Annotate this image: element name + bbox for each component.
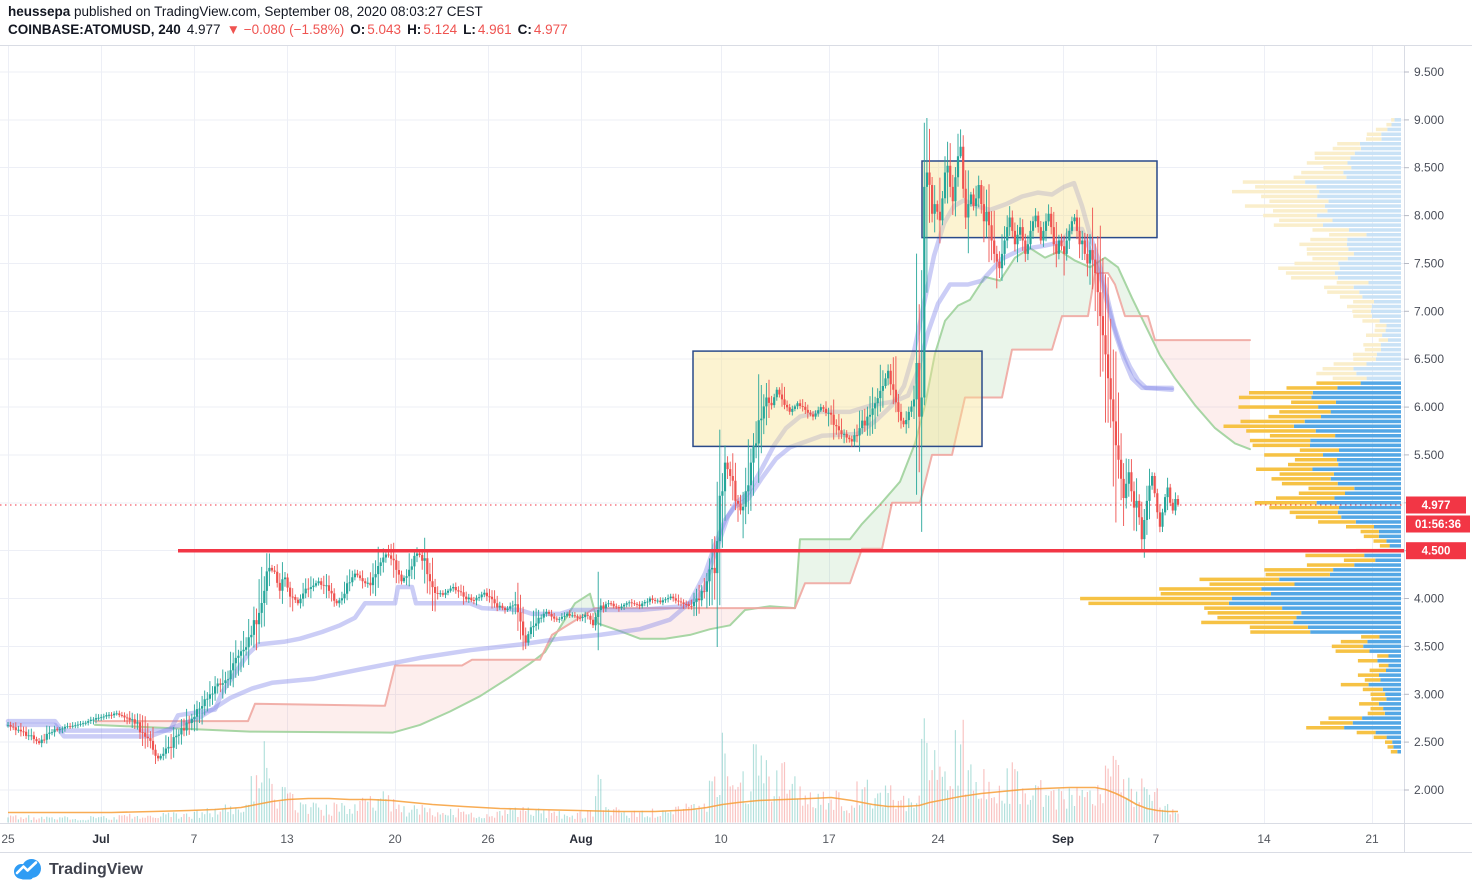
high-value: 5.124: [423, 21, 458, 37]
time-tick-label: 14: [1257, 832, 1271, 846]
time-tick-label: 24: [931, 832, 945, 846]
svg-text:01:56:36: 01:56:36: [1415, 519, 1461, 531]
time-tick-label: 26: [481, 832, 495, 846]
price-tick-label: 7.500: [1414, 257, 1444, 271]
high-label: H:: [407, 21, 422, 37]
price-tick-label: 8.000: [1414, 209, 1444, 223]
price-tick-label: 6.000: [1414, 400, 1444, 414]
last-price-label: 4.977: [1406, 496, 1466, 514]
price-tick-label: 7.000: [1414, 304, 1444, 318]
time-tick-label: 20: [388, 832, 402, 846]
time-tick-label: Aug: [569, 832, 592, 846]
consolidation-box-1[interactable]: [692, 350, 983, 448]
price-tick-label: 4.000: [1414, 592, 1444, 606]
bar-countdown-label: 01:56:36: [1406, 515, 1470, 533]
pane-borders: [0, 45, 1472, 853]
open-label: O:: [350, 21, 366, 37]
consolidation-box-2[interactable]: [921, 160, 1158, 239]
symbol-line: COINBASE:ATOMUSD, 240 4.977 ▼ −0.080 (−1.5…: [8, 21, 568, 39]
low-label: L:: [463, 21, 476, 37]
time-tick-label: 13: [280, 832, 294, 846]
time-tick-label: 7: [1153, 832, 1160, 846]
price-tick-label: 6.500: [1414, 352, 1444, 366]
time-tick-label: 10: [714, 832, 728, 846]
price-tick-label: 8.500: [1414, 161, 1444, 175]
ichimoku-baselines: [5, 180, 1175, 739]
volume-bars: [7, 718, 1179, 823]
time-tick-label: 7: [191, 832, 198, 846]
volume-profile: [1080, 118, 1401, 754]
tradingview-logo-text: TradingView: [49, 860, 143, 878]
publish-info: published on TradingView.com, September …: [70, 4, 483, 19]
price-tick-label: 3.000: [1414, 687, 1444, 701]
price-change: ▼ −0.080 (−1.58%): [226, 21, 345, 37]
publish-line: heussepa published on TradingView.com, S…: [8, 3, 568, 21]
last-price: 4.977: [186, 21, 221, 37]
publish-header: heussepa published on TradingView.com, S…: [8, 3, 568, 38]
candles-layer: [6, 118, 1180, 764]
symbol-title: COINBASE:ATOMUSD, 240: [8, 21, 181, 37]
time-tick-label: 17: [822, 832, 836, 846]
time-tick-label: Sep: [1052, 832, 1074, 846]
price-tick-label: 9.000: [1414, 113, 1444, 127]
time-tick-label: Jul: [92, 832, 109, 846]
price-tick-label: 9.500: [1414, 65, 1444, 79]
tradingview-logo-icon: [14, 859, 41, 880]
price-tick-label: 2.500: [1414, 735, 1444, 749]
ichimoku-cloud: [94, 247, 1251, 734]
price-tick-label: 2.000: [1414, 783, 1444, 797]
volume-ma-line: [8, 786, 1178, 814]
close-value: 4.977: [533, 21, 568, 37]
author-name: heussepa: [8, 4, 71, 19]
price-tick-label: 3.500: [1414, 639, 1444, 653]
low-value: 4.961: [477, 21, 512, 37]
tradingview-logo[interactable]: TradingView: [12, 858, 143, 881]
svg-text:4.977: 4.977: [1422, 500, 1451, 512]
time-tick-label: 25: [1, 832, 15, 846]
level-price-label: 4.500: [1406, 542, 1466, 560]
price-axis[interactable]: 9.500 9.000 8.500 8.000 7.500 7.000 6.500 6.000…: [1404, 65, 1444, 797]
time-axis[interactable]: 25 Jul 7 13 20 26 Aug 10 17 24 Sep 7 14 21: [1, 832, 1379, 846]
close-label: C:: [517, 21, 532, 37]
price-tick-label: 5.500: [1414, 448, 1444, 462]
open-value: 5.043: [367, 21, 402, 37]
svg-text:4.500: 4.500: [1422, 546, 1451, 558]
time-tick-label: 21: [1365, 832, 1379, 846]
